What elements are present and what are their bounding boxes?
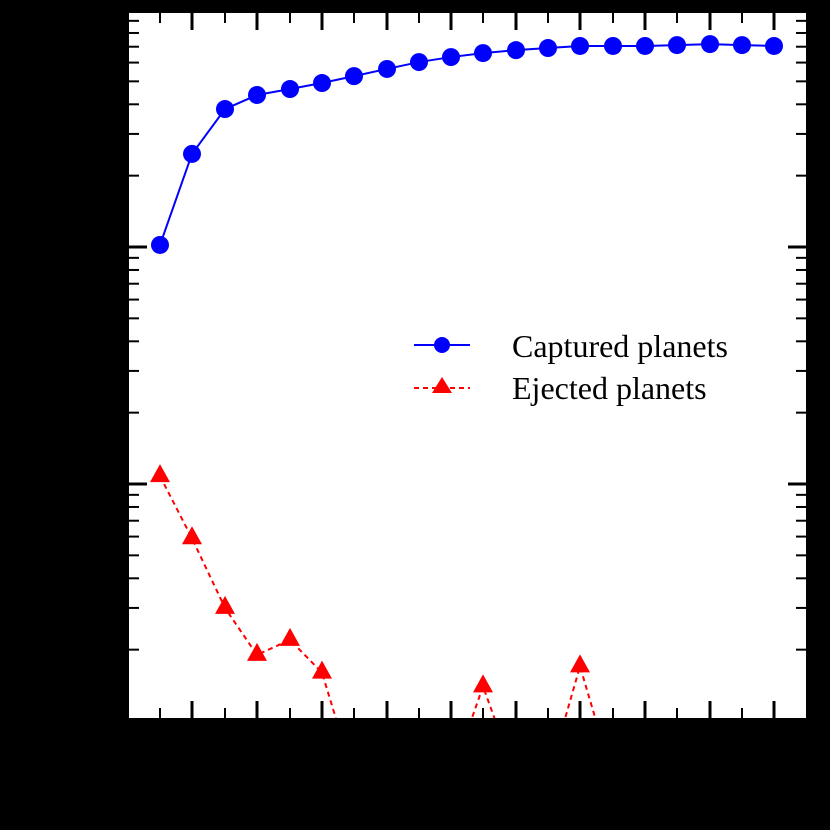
triangle-marker-icon <box>280 627 300 646</box>
circle-marker-icon <box>636 36 654 55</box>
triangle-marker-icon <box>150 464 170 483</box>
series-captured-planets <box>151 35 783 254</box>
legend-item-ejected: Ejected planets <box>414 370 707 406</box>
circle-marker-icon <box>183 144 201 163</box>
triangle-marker-icon <box>182 526 202 545</box>
circle-marker-icon <box>507 41 525 60</box>
circle-marker-icon <box>733 36 751 55</box>
triangle-marker-icon <box>215 595 235 614</box>
circle-marker-icon <box>701 35 719 54</box>
triangle-marker-icon <box>247 642 267 661</box>
circle-marker-icon <box>434 337 450 353</box>
circle-marker-icon <box>281 80 299 99</box>
circle-marker-icon <box>410 53 428 72</box>
triangle-marker-icon <box>432 377 452 393</box>
circle-marker-icon <box>539 39 557 58</box>
circle-marker-icon <box>313 74 331 93</box>
circle-marker-icon <box>345 67 363 86</box>
legend-item-captured: Captured planets <box>414 328 728 364</box>
circle-marker-icon <box>151 235 169 254</box>
circle-marker-icon <box>604 36 622 55</box>
legend: Captured planets Ejected planets <box>414 328 728 406</box>
series-ejected-planets <box>150 464 597 718</box>
circle-marker-icon <box>248 85 266 104</box>
axis-ticks <box>129 13 806 718</box>
circle-marker-icon <box>474 44 492 63</box>
triangle-marker-icon <box>570 654 590 673</box>
legend-label: Ejected planets <box>512 370 707 406</box>
circle-marker-icon <box>378 59 396 78</box>
triangle-marker-icon <box>473 674 493 693</box>
circle-marker-icon <box>442 48 460 67</box>
circle-marker-icon <box>668 36 686 55</box>
triangle-marker-icon <box>312 660 332 679</box>
legend-label: Captured planets <box>512 328 728 364</box>
circle-marker-icon <box>216 100 234 119</box>
series-line <box>159 475 597 718</box>
circle-marker-icon <box>571 36 589 55</box>
circle-marker-icon <box>765 36 783 55</box>
plot-area <box>129 13 806 718</box>
